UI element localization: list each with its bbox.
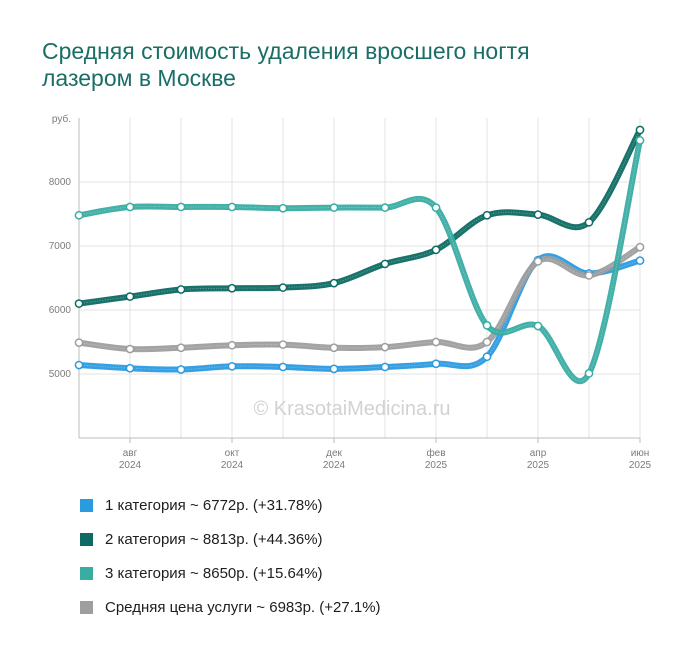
series-point-4[interactable] — [329, 343, 339, 353]
series-point-2[interactable] — [431, 245, 441, 255]
legend: 1 категория ~ 6772р. (+31.78%) 2 категор… — [80, 488, 381, 624]
x-tick-year: 2025 — [527, 460, 550, 471]
series-point-1[interactable] — [278, 362, 288, 372]
x-tick-year: 2025 — [425, 460, 448, 471]
chart-series — [76, 127, 643, 385]
series-point-3[interactable] — [74, 210, 84, 220]
series-point-4[interactable] — [278, 340, 288, 349]
x-tick-month: авг — [123, 448, 138, 459]
series-point-3[interactable] — [533, 321, 543, 331]
legend-swatch-1 — [80, 498, 93, 512]
series-point-4[interactable] — [176, 343, 186, 353]
series-point-4[interactable] — [482, 337, 492, 347]
series-point-2[interactable] — [584, 217, 594, 227]
series-point-1[interactable] — [380, 362, 390, 372]
legend-label-2: 2 категория ~ 8813р. (+44.36%) — [105, 530, 323, 548]
series-point-3[interactable] — [329, 203, 339, 212]
legend-swatch-2 — [80, 532, 93, 546]
series-point-2[interactable] — [125, 292, 135, 301]
series-point-1[interactable] — [227, 361, 237, 371]
series-point-4[interactable] — [380, 342, 390, 352]
series-point-2[interactable] — [380, 259, 390, 269]
series-point-4[interactable] — [635, 242, 645, 252]
x-tick-year: 2024 — [323, 460, 346, 471]
series-point-4[interactable] — [533, 257, 543, 266]
x-tick-year: 2025 — [629, 460, 652, 471]
series-point-3[interactable] — [482, 321, 492, 330]
series-point-2[interactable] — [176, 285, 186, 294]
legend-item-1[interactable]: 1 категория ~ 6772р. (+31.78%) — [80, 488, 381, 522]
x-tick-year: 2024 — [221, 460, 244, 471]
series-point-1[interactable] — [74, 360, 84, 370]
series-point-2[interactable] — [533, 210, 543, 219]
series-point-2[interactable] — [635, 125, 645, 135]
y-tick-label: 7000 — [49, 241, 72, 252]
legend-item-4[interactable]: Средняя цена услуги ~ 6983р. (+27.1%) — [80, 590, 381, 624]
x-tick-month: дек — [326, 448, 342, 459]
series-line-texture-2 — [78, 129, 641, 304]
y-tick-label: 5000 — [49, 369, 72, 380]
legend-swatch-3 — [80, 566, 93, 580]
chart-points — [74, 125, 645, 378]
x-tick-month: июн — [631, 448, 650, 459]
series-point-4[interactable] — [431, 337, 441, 347]
series-point-1[interactable] — [329, 364, 339, 374]
line-chart: © KrasotaiMedicina.ru 5000600070008000ру… — [49, 113, 652, 471]
legend-item-3[interactable]: 3 категория ~ 8650р. (+15.64%) — [80, 556, 381, 590]
legend-item-2[interactable]: 2 категория ~ 8813р. (+44.36%) — [80, 522, 381, 556]
series-point-2[interactable] — [227, 283, 237, 293]
y-tick-label: 6000 — [49, 305, 72, 316]
series-point-3[interactable] — [584, 369, 594, 378]
series-point-2[interactable] — [329, 278, 339, 288]
chart-title: Средняя стоимость удаления вросшего ногт… — [42, 38, 642, 92]
series-point-4[interactable] — [125, 344, 135, 354]
legend-label-3: 3 категория ~ 8650р. (+15.64%) — [105, 564, 323, 582]
x-tick-year: 2024 — [119, 460, 142, 471]
series-point-3[interactable] — [176, 202, 186, 212]
chart-title-line-1: Средняя стоимость удаления вросшего ногт… — [42, 38, 530, 64]
series-point-1[interactable] — [635, 256, 645, 265]
series-line-4 — [76, 244, 643, 353]
series-point-3[interactable] — [125, 202, 135, 212]
series-point-1[interactable] — [431, 359, 441, 369]
chart-grid — [78, 118, 641, 438]
chart-axes: 5000600070008000руб.авг2024окт2024дек202… — [49, 113, 652, 471]
legend-label-1: 1 категория ~ 6772р. (+31.78%) — [105, 496, 323, 514]
series-point-1[interactable] — [482, 352, 492, 362]
watermark: © KrasotaiMedicina.ru — [253, 398, 450, 420]
chart-title-line-2: лазером в Москве — [42, 65, 236, 91]
x-tick-month: апр — [530, 448, 547, 459]
series-point-2[interactable] — [74, 299, 84, 308]
y-unit-label: руб. — [52, 113, 71, 125]
series-point-1[interactable] — [176, 365, 186, 374]
x-tick-month: окт — [225, 448, 240, 459]
series-point-2[interactable] — [278, 283, 288, 292]
series-point-3[interactable] — [380, 203, 390, 212]
series-point-3[interactable] — [227, 202, 237, 212]
legend-swatch-4 — [80, 600, 93, 614]
series-point-3[interactable] — [431, 203, 441, 212]
series-line-2 — [76, 127, 643, 307]
series-point-3[interactable] — [635, 136, 645, 145]
x-tick-month: фев — [426, 447, 445, 459]
series-point-3[interactable] — [278, 203, 288, 213]
series-point-4[interactable] — [74, 338, 84, 347]
series-point-4[interactable] — [227, 340, 237, 350]
series-point-4[interactable] — [584, 271, 594, 280]
y-tick-label: 8000 — [49, 177, 72, 188]
series-point-1[interactable] — [125, 363, 135, 373]
series-point-2[interactable] — [482, 210, 492, 220]
legend-label-4: Средняя цена услуги ~ 6983р. (+27.1%) — [105, 598, 381, 616]
